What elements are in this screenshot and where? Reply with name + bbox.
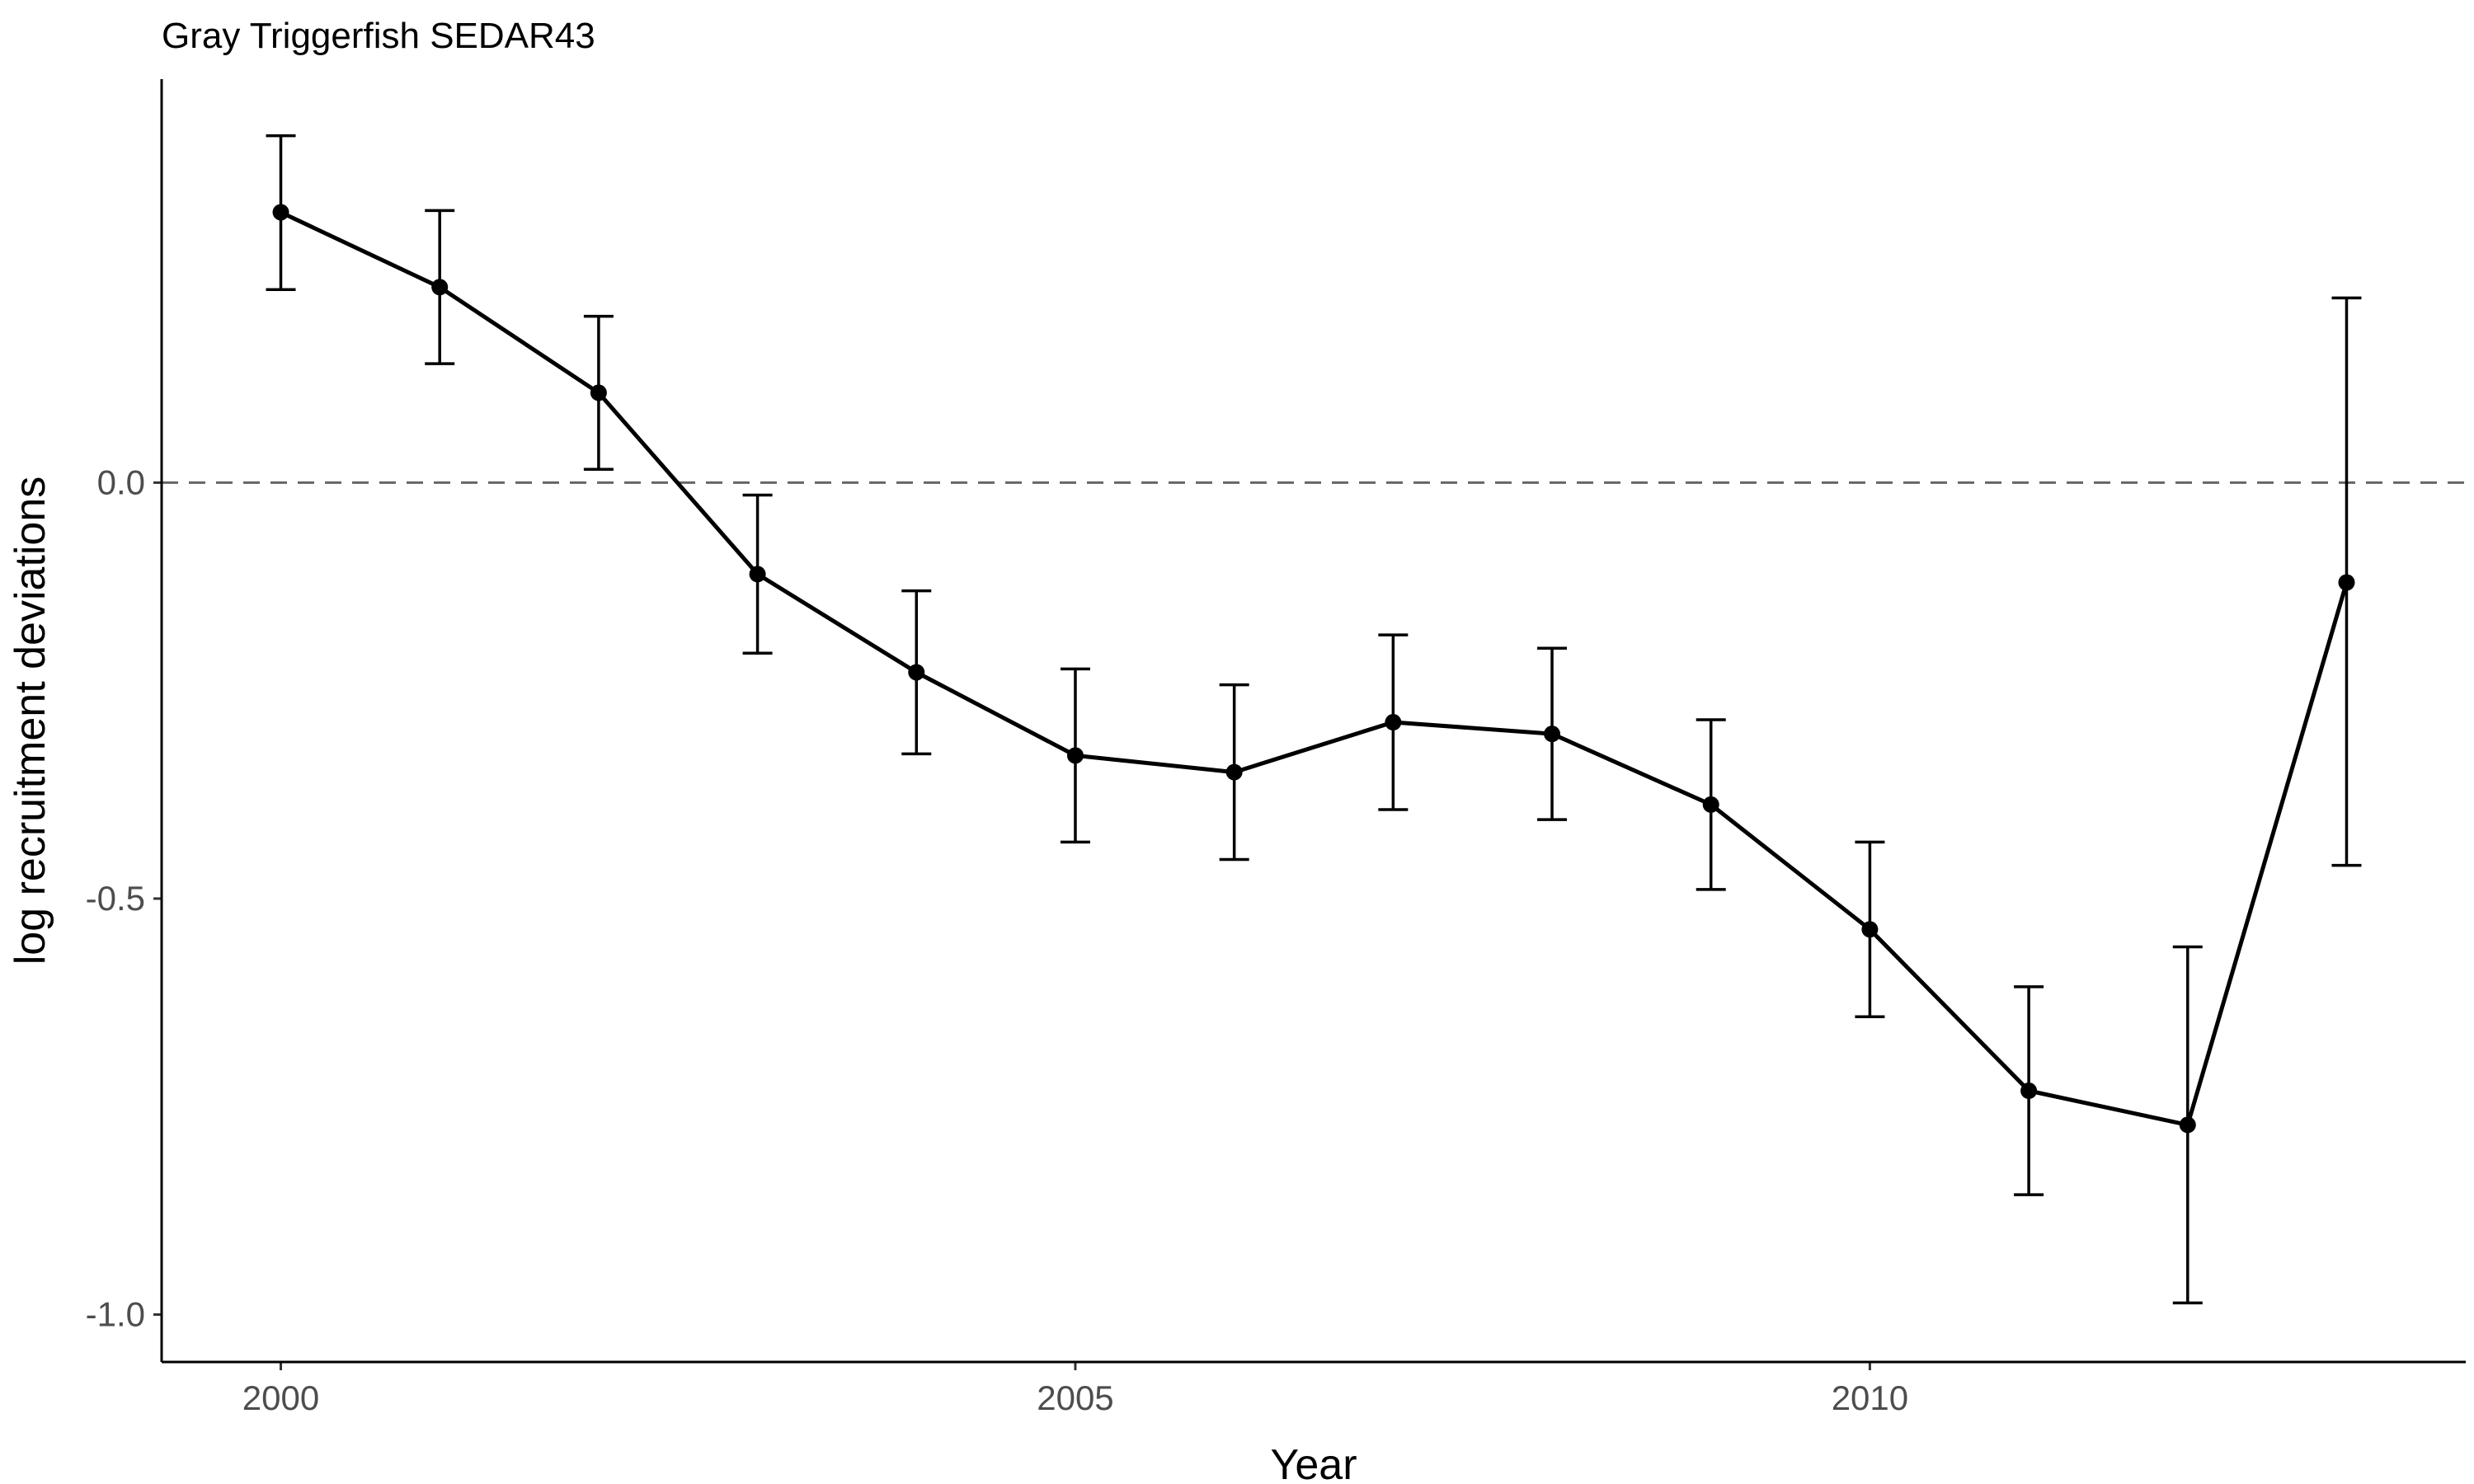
data-point <box>1385 714 1402 731</box>
data-point <box>590 384 607 402</box>
data-point <box>431 279 449 296</box>
data-point <box>272 204 289 221</box>
data-point <box>2338 574 2355 591</box>
data-point <box>749 566 766 583</box>
x-tick-label: 2005 <box>1037 1378 1113 1417</box>
plot-area <box>162 134 2466 1305</box>
x-axis-label: Year <box>1270 1441 1357 1484</box>
data-point <box>908 664 925 681</box>
y-tick-label: -1.0 <box>86 1294 145 1333</box>
y-axis-ticks: -1.0 -0.5 0.0 <box>86 463 162 1333</box>
data-point <box>1544 726 1561 743</box>
data-point <box>2020 1082 2038 1100</box>
series-line <box>280 210 2349 1127</box>
data-point <box>1702 796 1719 813</box>
chart-title: Gray Triggerfish SEDAR43 <box>162 16 595 56</box>
x-tick-label: 2000 <box>242 1378 319 1417</box>
y-axis-label: log recruitment deviations <box>7 477 54 965</box>
data-point <box>2179 1116 2196 1134</box>
data-point <box>1861 921 1879 938</box>
y-tick-label: -0.5 <box>86 879 145 918</box>
data-point <box>1225 763 1243 781</box>
data-point <box>1066 747 1084 764</box>
y-tick-label: 0.0 <box>97 463 145 501</box>
x-axis-ticks: 2000 2005 2010 <box>242 1362 1908 1417</box>
x-tick-label: 2010 <box>1832 1378 1908 1417</box>
